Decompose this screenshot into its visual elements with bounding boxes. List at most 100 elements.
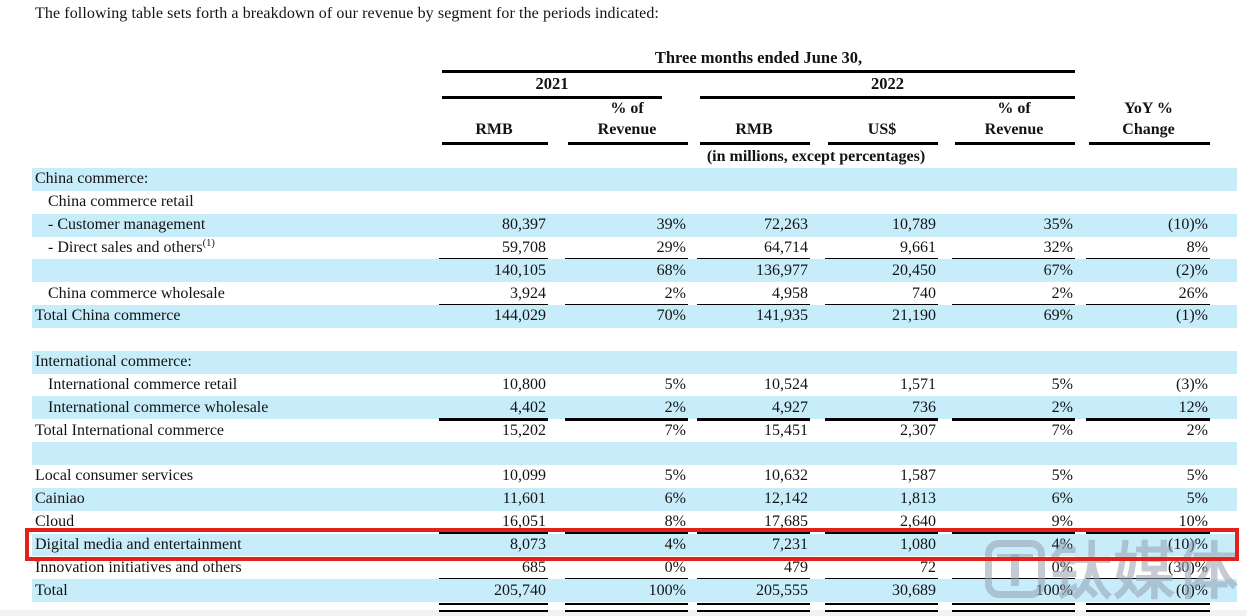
value-cell: 140,105 <box>494 261 546 279</box>
column-gap <box>688 374 700 397</box>
segment-label: Cainiao <box>35 490 85 508</box>
segment-label: - Direct sales and others(1) <box>48 238 215 257</box>
column-gap <box>938 214 955 237</box>
column-gap <box>548 374 568 397</box>
column-header-top: % of <box>610 100 644 117</box>
column-gap <box>688 237 700 260</box>
column-gap <box>548 488 568 511</box>
column-gap <box>938 259 955 282</box>
table-row: Total International commerce 15,202 7% 15,4… <box>32 419 1237 442</box>
column-gap <box>688 168 700 191</box>
value-cell: 72 <box>825 556 938 581</box>
segment-label: - Customer management <box>48 216 206 234</box>
column-header: RMB <box>735 121 773 138</box>
value-cell: 4% <box>1051 535 1073 553</box>
value-cell <box>1089 328 1210 351</box>
column-gap <box>548 351 568 374</box>
row-tail <box>1210 305 1237 328</box>
column-gap <box>810 488 828 511</box>
column-gap <box>1075 168 1089 191</box>
column-gap <box>810 259 828 282</box>
value-cell: 7% <box>664 421 686 439</box>
column-gap <box>1075 328 1089 351</box>
column-gap <box>1075 465 1089 488</box>
column-gap <box>1075 442 1089 465</box>
value-cell: 5% <box>1051 376 1073 394</box>
row-tail <box>1210 488 1237 511</box>
value-cell: 10,789 <box>892 216 936 234</box>
column-gap <box>938 419 955 442</box>
column-gap <box>548 396 568 419</box>
value-cell <box>568 328 688 351</box>
value-cell <box>1089 191 1210 214</box>
value-cell: 15,202 <box>502 421 546 439</box>
value-cell: 5% <box>664 467 686 485</box>
column-gap <box>938 374 955 397</box>
column-gap <box>810 419 828 442</box>
table-row <box>32 328 1237 351</box>
watermark-text: 钛媒体 <box>1050 539 1240 607</box>
value-cell <box>955 351 1075 374</box>
column-gap <box>548 214 568 237</box>
value-cell: 12% <box>1086 396 1210 421</box>
column-gap <box>548 328 568 351</box>
column-header: Change <box>1122 121 1175 138</box>
value-cell: (2)% <box>1176 261 1208 279</box>
value-cell <box>442 442 548 465</box>
row-tail <box>1210 191 1237 214</box>
value-cell <box>442 168 548 191</box>
column-gap <box>938 168 955 191</box>
table-row-highlighted: Digital media and entertainment 8,073 4% 7,… <box>32 533 1237 557</box>
year-2022-underline <box>700 96 1075 99</box>
column-gap <box>548 237 568 260</box>
value-cell: 20,450 <box>892 261 936 279</box>
value-cell: 68% <box>656 261 686 279</box>
value-cell: 17,685 <box>697 511 810 535</box>
column-gap <box>688 351 700 374</box>
segment-label: International commerce: <box>35 353 192 371</box>
column-gap <box>688 579 700 602</box>
value-cell <box>828 328 938 351</box>
value-cell <box>700 442 810 465</box>
table-row <box>32 442 1237 465</box>
column-gap <box>548 259 568 282</box>
column-gap <box>810 168 828 191</box>
table-row: Local consumer services 10,099 5% 10,632 1,5… <box>32 465 1237 488</box>
segment-label: Cloud <box>35 513 75 531</box>
value-cell: (1)% <box>1176 307 1208 325</box>
value-cell <box>828 191 938 214</box>
column-underline <box>955 142 1075 145</box>
value-cell: 80,397 <box>502 216 546 234</box>
column-gap <box>1075 488 1089 511</box>
column-gap <box>1075 351 1089 374</box>
column-gap <box>688 259 700 282</box>
column-gap <box>810 579 828 602</box>
value-cell: 7% <box>1051 421 1073 439</box>
value-cell: 100% <box>565 579 688 612</box>
column-gap <box>810 442 828 465</box>
value-cell: 10,524 <box>764 376 808 394</box>
value-cell: 69% <box>1043 307 1073 325</box>
row-tail <box>1210 237 1237 260</box>
value-cell <box>1089 351 1210 374</box>
column-gap <box>688 419 700 442</box>
value-cell: 2,307 <box>900 421 936 439</box>
value-cell: 5% <box>664 376 686 394</box>
column-gap <box>810 237 828 260</box>
segment-label: Digital media and entertainment <box>35 535 242 553</box>
column-gap <box>938 442 955 465</box>
column-gap <box>810 214 828 237</box>
value-cell: 736 <box>825 396 938 421</box>
row-tail <box>1210 214 1237 237</box>
value-cell: 67% <box>1043 261 1073 279</box>
value-cell: 3,924 <box>439 282 548 307</box>
column-gap <box>1075 396 1089 419</box>
value-cell <box>700 351 810 374</box>
column-gap <box>548 465 568 488</box>
value-cell <box>568 442 688 465</box>
value-cell: 4,927 <box>697 396 810 421</box>
value-cell: 10,800 <box>502 376 546 394</box>
value-cell: (0)% <box>1086 579 1210 612</box>
value-cell: 35% <box>1043 216 1073 234</box>
table-row: Total 205,740 100% 205,555 30,689 100% (0)% <box>32 579 1237 612</box>
